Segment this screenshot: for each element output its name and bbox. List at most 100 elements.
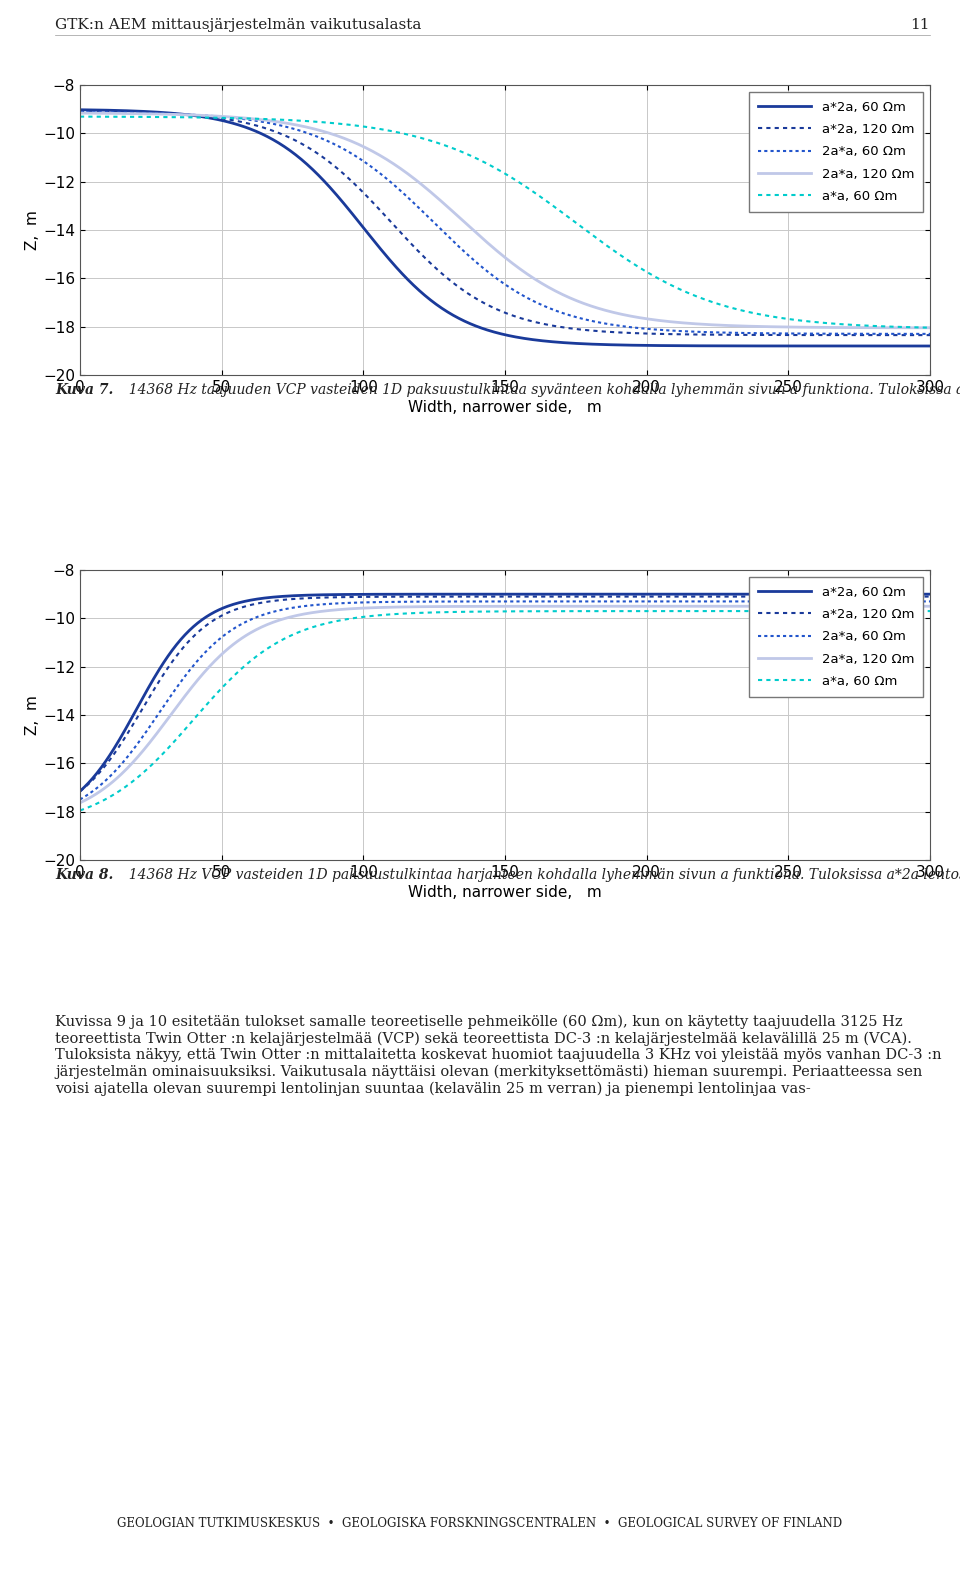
2a*a, 120 Ωm — [924, 318, 936, 337]
a*2a, 120 Ωm — [293, 589, 304, 608]
a*2a, 60 Ωm — [74, 782, 85, 801]
a*a, 60 Ωm — [714, 294, 726, 313]
Text: Kuva 8.: Kuva 8. — [55, 867, 113, 882]
2a*a, 60 Ωm — [575, 309, 587, 328]
2a*a, 60 Ωm — [924, 592, 936, 611]
Line: a*a, 60 Ωm: a*a, 60 Ωm — [80, 117, 930, 328]
2a*a, 120 Ωm — [74, 103, 85, 122]
a*a, 60 Ωm — [293, 111, 304, 130]
a*a, 60 Ωm — [459, 602, 470, 621]
2a*a, 120 Ωm — [642, 309, 654, 328]
Legend: a*2a, 60 Ωm, a*2a, 120 Ωm, 2a*a, 60 Ωm, 2a*a, 120 Ωm, a*a, 60 Ωm: a*2a, 60 Ωm, a*2a, 120 Ωm, 2a*a, 60 Ωm, … — [749, 576, 924, 697]
2a*a, 120 Ωm — [575, 597, 587, 616]
a*a, 60 Ωm — [225, 109, 236, 128]
Text: Kuvissa 9 ja 10 esitetään tulokset samalle teoreetiselle pehmeikölle (60 Ωm), ku: Kuvissa 9 ja 10 esitetään tulokset samal… — [55, 1015, 942, 1095]
2a*a, 60 Ωm — [575, 592, 587, 611]
Text: 14368 Hz taajuuden VCP vasteiden 1D paksuustulkintaa syvänteen kohdalla lyhemmän: 14368 Hz taajuuden VCP vasteiden 1D paks… — [120, 383, 960, 397]
a*a, 60 Ωm — [642, 263, 654, 282]
a*2a, 120 Ωm — [74, 101, 85, 120]
a*2a, 120 Ωm — [74, 782, 85, 801]
a*2a, 120 Ωm — [575, 320, 587, 339]
2a*a, 60 Ωm — [74, 103, 85, 122]
Line: a*2a, 120 Ωm: a*2a, 120 Ωm — [80, 111, 930, 336]
2a*a, 60 Ωm — [459, 592, 470, 611]
a*2a, 120 Ωm — [924, 326, 936, 345]
Text: 14368 Hz VCP vasteiden 1D paksuustulkintaa harjanteen kohdalla lyhemmän sivun a : 14368 Hz VCP vasteiden 1D paksuustulkint… — [120, 867, 960, 882]
Line: a*2a, 120 Ωm: a*2a, 120 Ωm — [80, 597, 930, 792]
a*2a, 60 Ωm — [714, 336, 726, 355]
Line: 2a*a, 60 Ωm: 2a*a, 60 Ωm — [80, 112, 930, 334]
Line: 2a*a, 120 Ωm: 2a*a, 120 Ωm — [80, 606, 930, 803]
Text: Kuva 7.: Kuva 7. — [55, 383, 113, 397]
Line: 2a*a, 120 Ωm: 2a*a, 120 Ωm — [80, 112, 930, 328]
a*2a, 60 Ωm — [459, 584, 470, 603]
a*2a, 60 Ωm — [74, 100, 85, 119]
Line: a*2a, 60 Ωm: a*2a, 60 Ωm — [80, 594, 930, 792]
2a*a, 60 Ωm — [714, 592, 726, 611]
a*a, 60 Ωm — [924, 318, 936, 337]
Line: 2a*a, 60 Ωm: 2a*a, 60 Ωm — [80, 602, 930, 799]
a*a, 60 Ωm — [459, 144, 470, 163]
a*2a, 60 Ωm — [225, 112, 236, 131]
2a*a, 120 Ωm — [293, 116, 304, 135]
2a*a, 60 Ωm — [924, 325, 936, 344]
Y-axis label: Z,  m: Z, m — [25, 695, 40, 735]
2a*a, 120 Ωm — [714, 315, 726, 334]
a*a, 60 Ωm — [575, 602, 587, 621]
a*2a, 60 Ωm — [924, 337, 936, 356]
2a*a, 60 Ωm — [642, 320, 654, 339]
2a*a, 60 Ωm — [225, 108, 236, 127]
2a*a, 60 Ωm — [642, 592, 654, 611]
2a*a, 120 Ωm — [924, 597, 936, 616]
2a*a, 120 Ωm — [225, 108, 236, 127]
a*2a, 60 Ωm — [293, 586, 304, 605]
a*2a, 120 Ωm — [575, 587, 587, 606]
Text: 11: 11 — [910, 17, 930, 32]
a*2a, 60 Ωm — [459, 312, 470, 331]
Legend: a*2a, 60 Ωm, a*2a, 120 Ωm, 2a*a, 60 Ωm, 2a*a, 120 Ωm, a*a, 60 Ωm: a*2a, 60 Ωm, a*2a, 120 Ωm, 2a*a, 60 Ωm, … — [749, 92, 924, 212]
2a*a, 60 Ωm — [225, 621, 236, 640]
2a*a, 120 Ωm — [459, 597, 470, 616]
X-axis label: Width, narrower side,   m: Width, narrower side, m — [408, 885, 602, 901]
2a*a, 60 Ωm — [459, 242, 470, 261]
2a*a, 120 Ωm — [642, 597, 654, 616]
a*2a, 120 Ωm — [225, 111, 236, 130]
a*2a, 120 Ωm — [293, 133, 304, 152]
a*2a, 60 Ωm — [225, 595, 236, 614]
a*2a, 120 Ωm — [225, 602, 236, 621]
a*a, 60 Ωm — [714, 602, 726, 621]
a*2a, 60 Ωm — [575, 584, 587, 603]
a*2a, 120 Ωm — [714, 587, 726, 606]
a*2a, 120 Ωm — [459, 587, 470, 606]
Text: GEOLOGIAN TUTKIMUSKESKUS  •  GEOLOGISKA FORSKNINGSCENTRALEN  •  GEOLOGICAL SURVE: GEOLOGIAN TUTKIMUSKESKUS • GEOLOGISKA FO… — [117, 1517, 843, 1531]
a*a, 60 Ωm — [74, 801, 85, 820]
2a*a, 120 Ωm — [575, 293, 587, 312]
2a*a, 60 Ωm — [714, 323, 726, 342]
a*a, 60 Ωm — [293, 622, 304, 641]
2a*a, 60 Ωm — [293, 120, 304, 139]
a*2a, 120 Ωm — [714, 325, 726, 344]
a*2a, 60 Ωm — [642, 336, 654, 355]
a*a, 60 Ωm — [74, 108, 85, 127]
Line: a*2a, 60 Ωm: a*2a, 60 Ωm — [80, 109, 930, 347]
a*2a, 120 Ωm — [642, 587, 654, 606]
2a*a, 120 Ωm — [459, 212, 470, 231]
a*2a, 120 Ωm — [459, 282, 470, 301]
a*2a, 120 Ωm — [642, 325, 654, 344]
Text: GTK:n AEM mittausjärjestelmän vaikutusalasta: GTK:n AEM mittausjärjestelmän vaikutusal… — [55, 17, 421, 32]
2a*a, 60 Ωm — [293, 597, 304, 616]
a*2a, 60 Ωm — [924, 584, 936, 603]
a*2a, 60 Ωm — [293, 147, 304, 166]
a*a, 60 Ωm — [225, 670, 236, 689]
X-axis label: Width, narrower side,   m: Width, narrower side, m — [408, 400, 602, 415]
a*a, 60 Ωm — [575, 217, 587, 236]
a*2a, 60 Ωm — [714, 584, 726, 603]
2a*a, 120 Ωm — [714, 597, 726, 616]
2a*a, 120 Ωm — [74, 793, 85, 812]
2a*a, 120 Ωm — [225, 638, 236, 657]
Line: a*a, 60 Ωm: a*a, 60 Ωm — [80, 611, 930, 810]
a*2a, 60 Ωm — [575, 334, 587, 353]
a*a, 60 Ωm — [642, 602, 654, 621]
a*2a, 120 Ωm — [924, 587, 936, 606]
Y-axis label: Z,  m: Z, m — [25, 211, 40, 250]
